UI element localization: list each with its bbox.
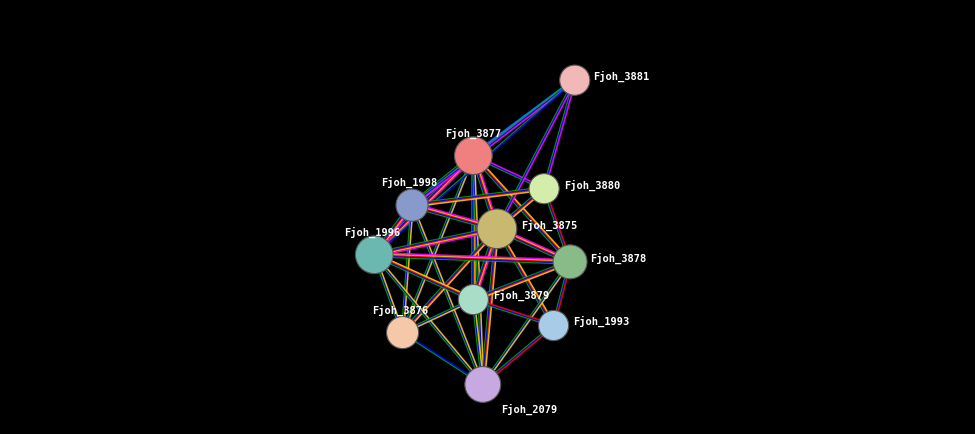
Circle shape bbox=[538, 310, 568, 341]
Text: Fjoh_1996: Fjoh_1996 bbox=[344, 227, 400, 238]
Circle shape bbox=[553, 245, 587, 279]
Circle shape bbox=[560, 65, 590, 95]
Text: Fjoh_3878: Fjoh_3878 bbox=[590, 253, 646, 264]
Circle shape bbox=[386, 316, 418, 349]
Circle shape bbox=[454, 137, 492, 174]
Circle shape bbox=[477, 209, 517, 249]
Text: Fjoh_3876: Fjoh_3876 bbox=[372, 304, 428, 316]
Text: Fjoh_2079: Fjoh_2079 bbox=[501, 403, 557, 414]
Text: Fjoh_3879: Fjoh_3879 bbox=[493, 290, 549, 301]
Text: Fjoh_3880: Fjoh_3880 bbox=[564, 179, 620, 191]
Text: Fjoh_3877: Fjoh_3877 bbox=[446, 128, 501, 138]
Text: Fjoh_3881: Fjoh_3881 bbox=[593, 71, 649, 82]
Circle shape bbox=[458, 284, 488, 315]
Circle shape bbox=[356, 236, 393, 273]
Circle shape bbox=[396, 189, 428, 221]
Circle shape bbox=[465, 367, 501, 402]
Text: Fjoh_1998: Fjoh_1998 bbox=[381, 177, 438, 188]
Text: Fjoh_1993: Fjoh_1993 bbox=[573, 316, 630, 327]
Circle shape bbox=[529, 174, 560, 204]
Text: Fjoh_3875: Fjoh_3875 bbox=[522, 220, 578, 230]
